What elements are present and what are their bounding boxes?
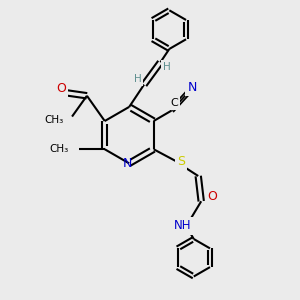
Text: H: H bbox=[163, 62, 171, 72]
Text: CH₃: CH₃ bbox=[44, 115, 63, 124]
Text: NH: NH bbox=[174, 219, 191, 232]
Text: O: O bbox=[56, 82, 66, 95]
Text: H: H bbox=[134, 74, 141, 84]
Text: CH₃: CH₃ bbox=[50, 144, 69, 154]
Text: C: C bbox=[171, 98, 178, 108]
Text: N: N bbox=[188, 81, 197, 94]
Text: N: N bbox=[123, 157, 132, 170]
Text: S: S bbox=[177, 154, 185, 168]
Text: O: O bbox=[208, 190, 218, 203]
